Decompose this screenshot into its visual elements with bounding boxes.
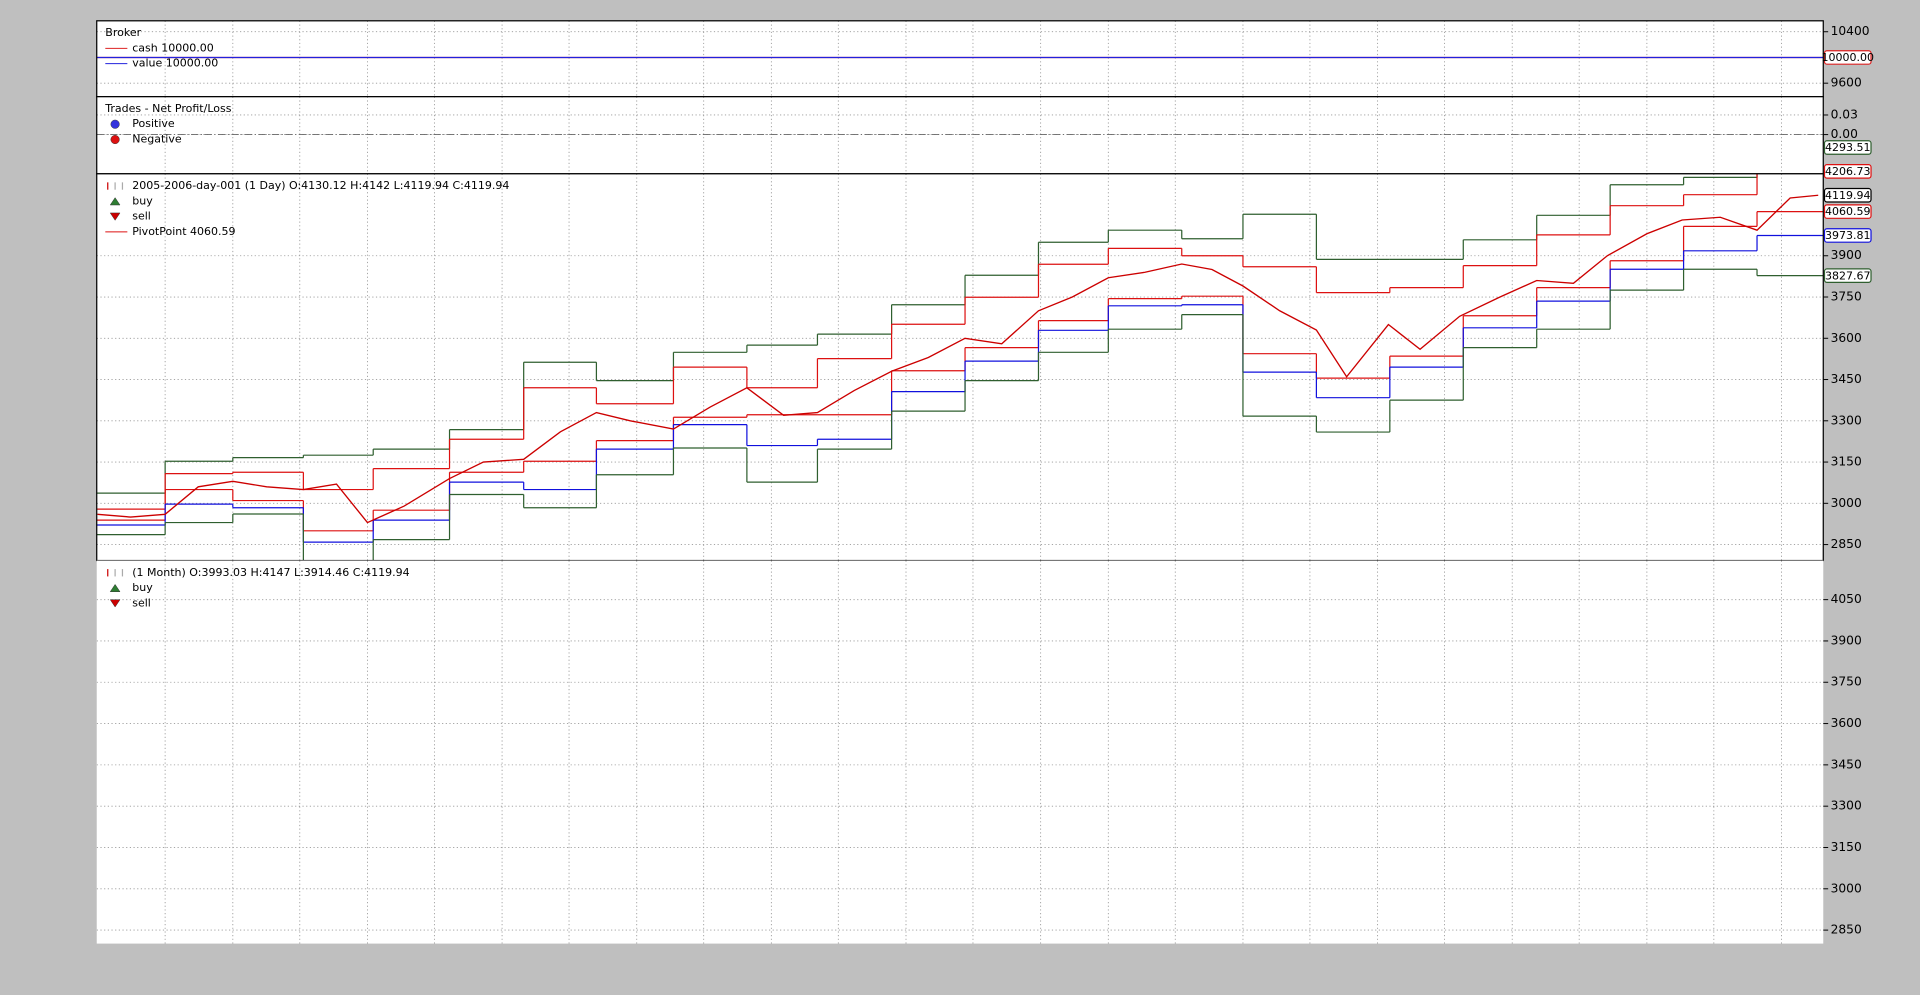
- y-tick-label: 3300: [1831, 413, 1862, 427]
- value-label: 10000.00: [1821, 51, 1874, 64]
- value-label-box: [1823, 140, 1872, 155]
- value-label-box: [1823, 268, 1872, 283]
- panel: 9600 10400 Broker cash 10000.00 value 10000.…: [96, 20, 1874, 98]
- y-tick-label: 3750: [1831, 675, 1862, 689]
- legend-marker: [109, 583, 121, 592]
- legend-marker: [109, 197, 121, 206]
- legend-label: Positive: [132, 117, 175, 130]
- legend-label: buy: [132, 581, 153, 594]
- panel-title: Trades - Net Profit/Loss: [104, 102, 231, 115]
- panel: 2850 3000 3150 3300 3450 3600 3750 3900 4050 (1 M…: [96, 560, 1862, 944]
- y-tick-label: 3600: [1831, 331, 1862, 345]
- panel: 2850 3000 3150 3300 3450 3600 3750 3900 2005-200…: [96, 140, 1872, 562]
- legend-label: sell: [132, 596, 151, 609]
- panel: 0.00 0.03 Trades - Net Profit/Loss Positive…: [96, 96, 1858, 175]
- legend-label: value 10000.00: [132, 57, 218, 70]
- y-tick-label: 0.00: [1831, 127, 1858, 141]
- y-tick-label: 10400: [1831, 24, 1870, 38]
- y-tick-label: 3000: [1831, 496, 1862, 510]
- y-tick-label: 3150: [1831, 455, 1862, 469]
- panel-title: (1 Month) O:3993.03 H:4147 L:3914.46 C:4…: [132, 566, 409, 579]
- value-label: 4206.73: [1825, 165, 1871, 178]
- y-tick-label: 2850: [1831, 537, 1862, 551]
- value-label: 3973.81: [1825, 229, 1871, 242]
- legend-marker: [109, 212, 121, 221]
- y-tick-label: 3450: [1831, 757, 1862, 771]
- y-tick-label: 9600: [1831, 76, 1862, 90]
- value-label: 4293.51: [1825, 141, 1871, 154]
- legend-label: sell: [132, 210, 151, 223]
- legend-marker: [110, 134, 120, 145]
- panel-plot: [96, 96, 1824, 174]
- y-tick-label: 3150: [1831, 840, 1862, 854]
- legend-label: Negative: [132, 133, 182, 146]
- panel-title: Broker: [105, 26, 141, 39]
- panel-background: [96, 96, 1824, 174]
- panel-plot: [96, 560, 1824, 944]
- y-tick-label: 3000: [1831, 881, 1862, 895]
- y-tick-label: 3750: [1831, 290, 1862, 304]
- value-label: 3827.67: [1825, 269, 1871, 282]
- panel-plot: [96, 173, 1824, 561]
- y-tick-label: 2850: [1831, 923, 1862, 937]
- y-tick-label: 0.03: [1831, 107, 1858, 121]
- panel-background: [96, 560, 1824, 944]
- y-tick-label: 3300: [1831, 799, 1862, 813]
- legend-marker: [109, 599, 121, 608]
- legend-label: buy: [132, 194, 153, 207]
- panel-title: 2005-2006-day-001 (1 Day) O:4130.12 H:41…: [132, 179, 509, 192]
- value-label: 4119.94: [1825, 189, 1871, 202]
- y-tick-label: 3600: [1831, 716, 1862, 730]
- value-label-box: [1823, 50, 1872, 65]
- value-label-box: [1823, 228, 1872, 243]
- value-label-box: [1823, 204, 1872, 219]
- value-label-box: [1823, 164, 1872, 179]
- legend-label: cash 10000.00: [132, 41, 214, 54]
- legend-label: PivotPoint 4060.59: [132, 225, 235, 238]
- y-tick-label: 3900: [1831, 248, 1862, 262]
- panel-background: [96, 173, 1824, 561]
- y-tick-label: 3900: [1831, 633, 1862, 647]
- legend-marker: [110, 119, 120, 129]
- close-line: [97, 194, 1819, 524]
- panel-background: [96, 20, 1824, 97]
- value-label-box: [1823, 187, 1872, 203]
- panel-plot: [96, 20, 1824, 97]
- y-tick-label: 3450: [1831, 372, 1862, 386]
- y-tick-label: 4050: [1831, 592, 1862, 606]
- value-label: 4060.59: [1825, 205, 1871, 218]
